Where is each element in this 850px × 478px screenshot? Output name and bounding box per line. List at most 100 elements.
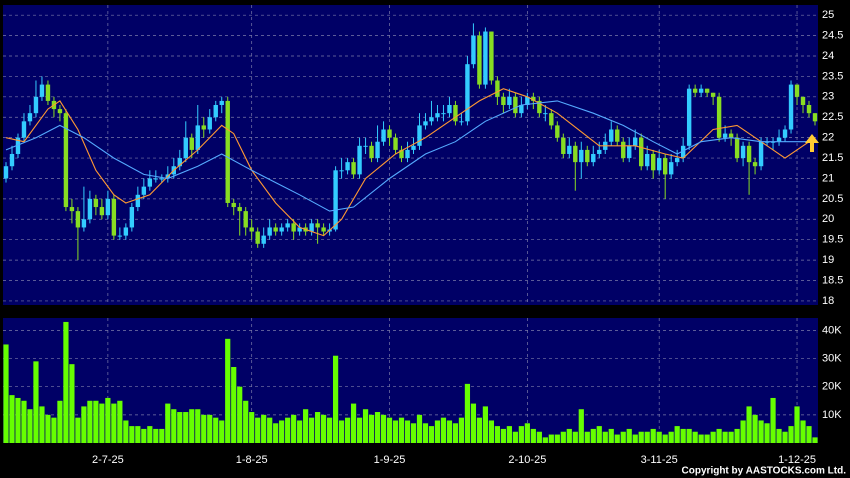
volume-bar — [746, 406, 752, 443]
x-tick-label: 1-8-25 — [236, 454, 268, 466]
candle-body — [423, 121, 428, 126]
volume-bar — [662, 434, 668, 443]
x-tick-label: 3-11-25 — [641, 454, 678, 466]
volume-bar — [410, 423, 417, 443]
volume-bar — [87, 400, 93, 443]
volume-bar — [776, 428, 782, 443]
volume-bar — [362, 409, 369, 443]
volume-bar — [488, 420, 495, 443]
candle-body — [543, 113, 548, 115]
volume-bar — [554, 434, 560, 443]
volume-bar — [207, 414, 213, 443]
copyright: Copyright by AASTOCKS.com Ltd. — [682, 466, 847, 477]
volume-bar — [476, 417, 483, 443]
volume-bar — [291, 414, 297, 443]
volume-bar — [686, 428, 692, 443]
candle-body — [561, 137, 566, 154]
candle-body — [573, 145, 578, 163]
candle-body — [243, 211, 248, 228]
candle-body — [261, 235, 266, 244]
volume-bar — [812, 437, 818, 443]
volume-bar — [386, 417, 393, 443]
volume-bar — [225, 338, 231, 443]
volume-bar — [494, 426, 500, 443]
candle-body — [477, 35, 482, 85]
y-tick-label: 20.5 — [822, 193, 843, 205]
candle-body — [297, 227, 302, 232]
volume-bar — [267, 417, 273, 443]
candle-body — [621, 141, 626, 159]
volume-bar — [602, 431, 608, 443]
volume-bar — [470, 403, 477, 443]
volume-bar — [440, 417, 447, 443]
y-tick-label: 18.5 — [822, 274, 843, 286]
candle-body — [99, 207, 105, 216]
volume-bar — [584, 431, 590, 443]
volume-bar — [141, 428, 147, 443]
volume-bar — [285, 417, 291, 443]
volume-bar — [33, 361, 39, 443]
candle-body — [668, 162, 674, 175]
volume-bar — [309, 417, 315, 443]
candle-body — [363, 145, 368, 147]
y-tick-label: 21 — [822, 172, 834, 184]
candle-body — [782, 129, 788, 138]
candle-body — [453, 105, 458, 122]
candle-body — [393, 137, 398, 150]
candle-body — [405, 149, 410, 159]
candle-body — [15, 137, 21, 154]
candle-body — [219, 100, 224, 105]
volume-bar — [219, 420, 225, 443]
candle-body — [189, 137, 194, 150]
candle-body — [758, 141, 764, 167]
candle-body — [519, 105, 524, 114]
volume-bar — [500, 428, 506, 443]
volume-bar — [165, 403, 171, 443]
volume-bar — [21, 400, 27, 443]
volume-bar — [99, 403, 105, 443]
candle-body — [87, 198, 93, 220]
candle-body — [645, 153, 650, 167]
volume-bar — [273, 423, 279, 443]
volume-bar — [338, 420, 345, 443]
arrow-marker — [805, 134, 819, 152]
candle-body — [597, 149, 602, 154]
volume-bar — [201, 414, 207, 443]
x-tick-label: 2-10-25 — [508, 454, 546, 466]
volume-bar — [398, 417, 405, 443]
volume-bar — [548, 434, 554, 443]
labels: 18 18.5 19 19.5 20 20.5 21 21.5 22 22.5 23 23.5 24 24… — [92, 9, 843, 466]
volume-tick-label: 10K — [822, 409, 842, 421]
volume-bar — [45, 414, 51, 443]
volume-bar — [243, 400, 249, 443]
candle-body — [710, 92, 716, 97]
y-tick-label: 24.5 — [822, 30, 843, 42]
volume-bar — [614, 434, 620, 443]
candle-body — [375, 141, 380, 159]
volume-bar — [722, 431, 728, 443]
candle-body — [722, 133, 728, 138]
candle-body — [153, 178, 159, 180]
y-tick-label: 24 — [822, 50, 834, 62]
candle-body — [315, 223, 320, 228]
volume-bar — [632, 434, 638, 443]
x-tick-label: 2-7-25 — [92, 454, 124, 466]
volume-bar — [57, 400, 63, 443]
moving-average-line — [5, 100, 815, 212]
candle-body — [45, 84, 51, 101]
candle-body — [177, 158, 182, 167]
candle-body — [674, 158, 680, 163]
volume-bar — [93, 400, 99, 443]
volume-bar — [506, 426, 512, 443]
volume-bar — [464, 383, 471, 443]
moving-averages — [5, 88, 816, 237]
candle-body — [9, 153, 15, 167]
candle-body — [195, 125, 200, 150]
volume-bar — [638, 431, 644, 443]
volume-bar — [728, 431, 734, 443]
volume-bar — [255, 417, 261, 443]
candle-body — [249, 227, 254, 232]
candle-body — [387, 129, 392, 138]
candle-body — [201, 125, 206, 130]
candle-body — [105, 198, 111, 216]
